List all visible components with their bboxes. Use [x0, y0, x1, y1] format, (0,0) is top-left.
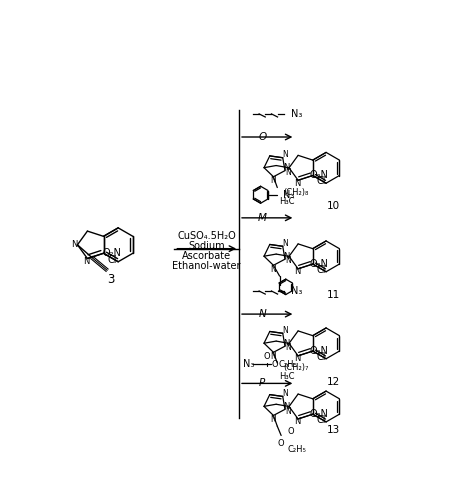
- Text: N: N: [294, 418, 301, 426]
- Text: Ascorbate: Ascorbate: [182, 250, 231, 260]
- Text: N: N: [294, 178, 301, 188]
- Text: O₂N: O₂N: [310, 409, 328, 419]
- Text: N₃: N₃: [292, 286, 303, 296]
- Text: N₃: N₃: [283, 190, 294, 200]
- Text: O₂N: O₂N: [310, 259, 328, 269]
- Text: 11: 11: [327, 290, 340, 300]
- Text: N: N: [71, 240, 78, 250]
- Text: Cl: Cl: [316, 415, 326, 425]
- Text: M: M: [258, 213, 267, 223]
- Text: N: N: [283, 339, 289, 348]
- Text: Cl: Cl: [108, 254, 117, 264]
- Text: O₂N: O₂N: [310, 346, 328, 356]
- Text: P: P: [259, 378, 265, 388]
- Text: N: N: [270, 415, 276, 424]
- Text: N: N: [83, 257, 90, 266]
- Text: N: N: [283, 252, 289, 261]
- Text: N: N: [283, 326, 288, 335]
- Text: O: O: [264, 352, 270, 361]
- Text: N: N: [270, 264, 276, 274]
- Text: N: N: [258, 309, 266, 319]
- Text: CuSO₄.5H₂O: CuSO₄.5H₂O: [177, 230, 236, 240]
- Text: N: N: [283, 402, 289, 411]
- Text: O: O: [278, 438, 284, 448]
- Text: (CH₂)₈: (CH₂)₈: [283, 188, 309, 196]
- Text: Ethanol-water: Ethanol-water: [173, 260, 241, 270]
- Text: O₂N: O₂N: [310, 170, 328, 180]
- Text: N: N: [283, 150, 288, 160]
- Text: N: N: [270, 176, 276, 185]
- Text: N: N: [286, 256, 292, 266]
- Text: (CH₂)₇: (CH₂)₇: [283, 363, 309, 372]
- Text: N: N: [286, 344, 292, 352]
- Text: 12: 12: [327, 377, 340, 387]
- Text: Cl: Cl: [316, 352, 326, 362]
- Text: N₃: N₃: [243, 359, 254, 369]
- Text: C₂H₅: C₂H₅: [278, 360, 297, 368]
- Text: 3: 3: [107, 273, 114, 286]
- Text: O₂N: O₂N: [102, 248, 121, 258]
- Text: O: O: [258, 132, 266, 142]
- Text: 13: 13: [327, 424, 340, 434]
- Text: N: N: [294, 354, 301, 363]
- Text: 10: 10: [327, 202, 340, 211]
- Text: Cl: Cl: [316, 176, 326, 186]
- Text: N: N: [294, 267, 301, 276]
- Text: H₃C: H₃C: [279, 372, 294, 382]
- Text: N: N: [283, 164, 289, 172]
- Text: N: N: [286, 406, 292, 416]
- Text: N₃: N₃: [292, 109, 303, 119]
- Text: N: N: [286, 168, 292, 177]
- Text: H₃C: H₃C: [279, 197, 294, 206]
- Text: Cl: Cl: [316, 265, 326, 275]
- Text: N: N: [283, 389, 288, 398]
- Text: O: O: [287, 427, 294, 436]
- Text: N: N: [283, 239, 288, 248]
- Text: O: O: [272, 360, 278, 368]
- Text: N: N: [270, 352, 276, 360]
- Text: C₂H₅: C₂H₅: [287, 445, 306, 454]
- Text: Sodium: Sodium: [189, 240, 225, 250]
